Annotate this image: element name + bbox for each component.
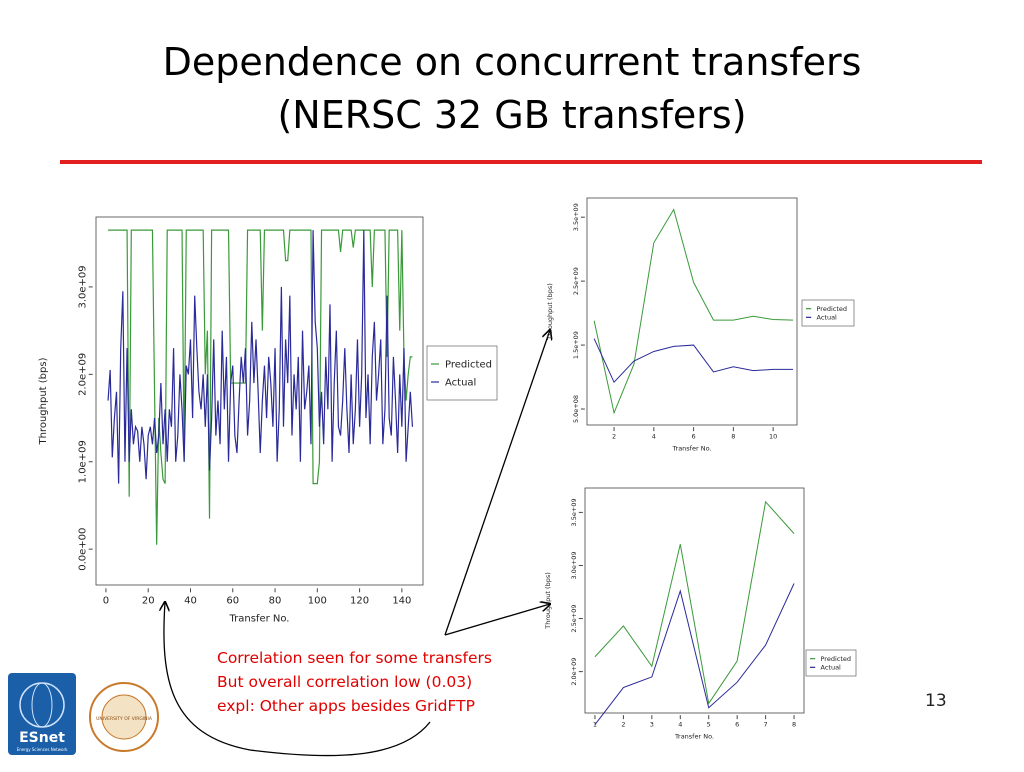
y-axis-title: Throughput (bps) (544, 572, 552, 630)
arrow (164, 602, 431, 757)
esnet-logo (8, 673, 76, 755)
note: Correlation seen for some transfers (217, 649, 492, 667)
x-tick-label: 100 (308, 595, 327, 606)
uva-name: UNIVERSITY OF VIRGINIA (96, 716, 153, 722)
slide-title: (NERSC 32 GB transfers) (277, 93, 746, 137)
x-tick-label: 6 (692, 433, 696, 441)
uva-seal (101, 694, 147, 740)
legend-box (801, 299, 855, 327)
series-line (108, 229, 413, 545)
x-tick-label: 8 (792, 721, 796, 729)
legend-label: Predicted (817, 305, 848, 313)
arrow (444, 330, 550, 636)
x-tick-label: 8 (731, 433, 735, 441)
esnet-globe (31, 682, 53, 728)
x-tick-label: 5 (707, 721, 711, 729)
legend-label: Predicted (445, 360, 492, 371)
plot-box (584, 487, 805, 714)
y-tick-label: 1.0e+09 (78, 440, 89, 483)
y-tick-label: 3.5e+09 (572, 203, 580, 231)
y-tick-label: 3.0e+09 (78, 265, 89, 308)
x-tick-label: 80 (269, 595, 282, 606)
legend-box (426, 345, 498, 401)
arrow (444, 604, 550, 636)
series-line (107, 230, 414, 484)
y-tick-label: 5.0e+08 (572, 395, 580, 423)
x-tick-label: 140 (392, 595, 411, 606)
plot-box (586, 197, 798, 426)
slide-title: Dependence on concurrent transfers (163, 40, 862, 84)
page-number: 13 (925, 691, 947, 711)
y-tick-label: 3.5e+09 (570, 498, 578, 526)
x-tick-label: 40 (184, 595, 197, 606)
plot-box (95, 216, 424, 586)
x-tick-label: 7 (764, 721, 768, 729)
legend-label: Actual (821, 664, 842, 672)
x-tick-label: 4 (678, 721, 682, 729)
y-tick-label: 3.0e+09 (570, 551, 578, 579)
y-axis-title: Throughput (bps) (38, 357, 49, 445)
y-tick-label: 2.0e+09 (78, 353, 89, 396)
note: expl: Other apps besides GridFTP (217, 697, 475, 715)
x-tick-label: 2 (612, 433, 616, 441)
esnet-sub: Energy Sciences Network (17, 747, 69, 752)
x-axis-title: Transfer No. (229, 613, 290, 624)
series-line (594, 583, 795, 725)
x-axis-title: Transfer No. (672, 444, 712, 452)
x-tick-label: 6 (735, 721, 739, 729)
y-tick-label: 1.5e+09 (572, 331, 580, 359)
x-tick-label: 20 (142, 595, 155, 606)
x-tick-label: 3 (650, 721, 654, 729)
x-tick-label: 60 (226, 595, 239, 606)
legend-label: Actual (817, 314, 838, 322)
x-axis-title: Transfer No. (674, 732, 714, 740)
y-tick-label: 0.0e+00 (78, 528, 89, 571)
y-tick-label: 2.5e+09 (572, 267, 580, 295)
y-tick-label: 2.5e+09 (570, 605, 578, 633)
legend-label: Predicted (821, 655, 852, 663)
legend-label: Actual (445, 378, 476, 389)
series-line (593, 208, 794, 415)
y-tick-label: 2.0e+09 (570, 658, 578, 686)
note: But overall correlation low (0.03) (217, 673, 472, 691)
x-tick-label: 2 (621, 721, 625, 729)
esnet-name: ESnet (19, 730, 65, 746)
legend-box (805, 649, 857, 677)
x-tick-label: 0 (103, 595, 109, 606)
x-tick-label: 4 (652, 433, 656, 441)
series-line (594, 500, 795, 705)
series-line (593, 338, 794, 384)
x-tick-label: 10 (769, 433, 777, 441)
y-axis-title: Throughput (bps) (546, 283, 554, 341)
x-tick-label: 120 (350, 595, 369, 606)
